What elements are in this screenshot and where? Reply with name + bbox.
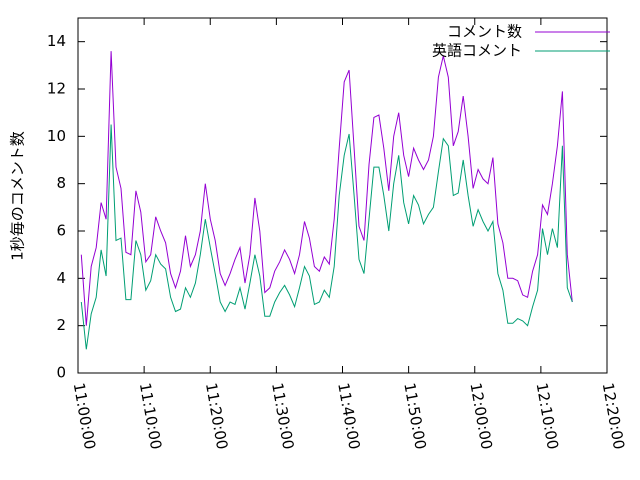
y-tick-label: 14 xyxy=(47,32,66,50)
y-tick-label: 0 xyxy=(56,364,66,382)
x-tick-label: 11:40:00 xyxy=(334,381,363,450)
x-tick-label: 11:30:00 xyxy=(268,381,297,450)
y-axis-label: 1秒毎のコメント数 xyxy=(9,131,27,261)
x-tick-label: 11:50:00 xyxy=(400,381,429,450)
y-tick-label: 6 xyxy=(56,222,66,240)
y-tick-label: 8 xyxy=(56,174,66,192)
plot-border xyxy=(77,17,608,374)
series-line xyxy=(80,124,573,350)
x-tick-label: 11:00:00 xyxy=(70,381,99,450)
y-tick-label: 10 xyxy=(47,127,66,145)
x-tick-label: 12:20:00 xyxy=(599,381,628,450)
x-tick-label: 12:00:00 xyxy=(466,381,495,450)
series-line xyxy=(80,51,573,326)
y-tick-label: 4 xyxy=(56,269,66,287)
x-tick-label: 11:10:00 xyxy=(136,381,165,450)
y-tick-label: 2 xyxy=(56,316,66,334)
legend-label: コメント数 xyxy=(447,23,522,41)
y-tick-label: 12 xyxy=(47,80,66,98)
legend-label: 英語コメント xyxy=(432,42,522,60)
x-tick-label: 11:20:00 xyxy=(202,381,231,450)
x-tick-label: 12:10:00 xyxy=(533,381,562,450)
